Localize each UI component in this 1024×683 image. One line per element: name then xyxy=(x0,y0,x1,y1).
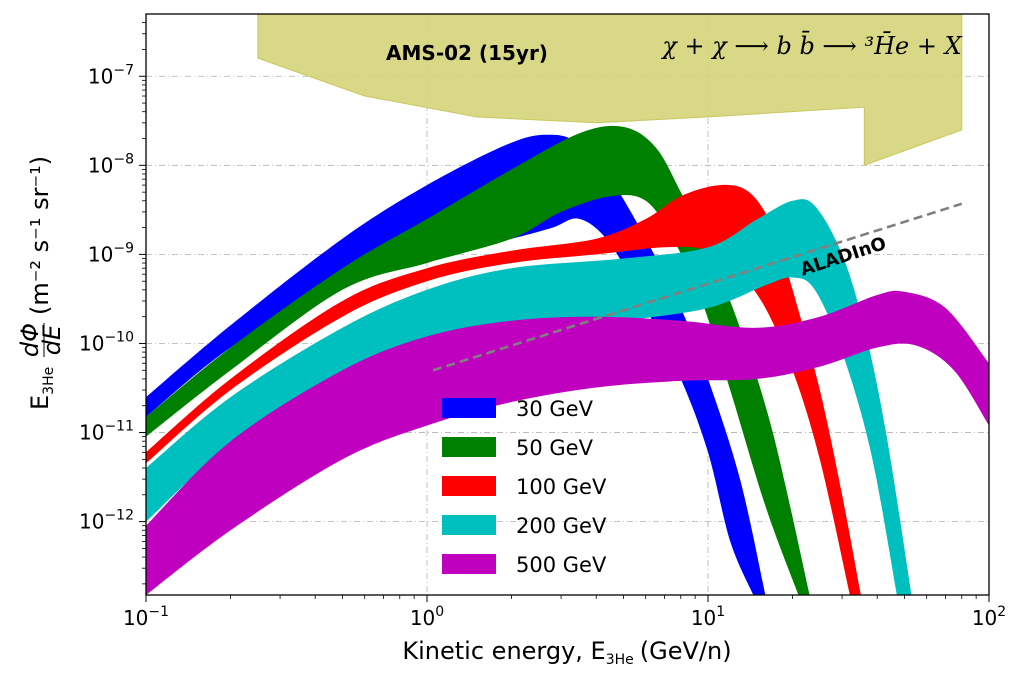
x-tick-label: 101 xyxy=(691,604,725,630)
y-tick-label: 10−8 xyxy=(88,151,134,177)
legend-swatch xyxy=(442,554,496,574)
x-tick-label: 100 xyxy=(410,604,444,630)
legend-swatch xyxy=(442,398,496,418)
plot-frame xyxy=(145,13,990,596)
axis-ticks: 10−1 100 101 102 10−12 10−11 10−10 10−9 10−8 10−7 xyxy=(79,22,1006,630)
y-tick-label: 10−9 xyxy=(88,240,134,266)
y-axis-label-unit: (m⁻² s⁻¹ sr⁻¹) xyxy=(26,156,54,315)
ams-label: AMS-02 (15yr) xyxy=(386,41,548,65)
y-axis-label-frac-den: dE xyxy=(38,324,66,355)
x-axis-label-main: Kinetic energy, E xyxy=(402,637,605,665)
x-axis-label: Kinetic energy, E3He (GeV/n) xyxy=(402,637,731,668)
legend-swatch xyxy=(442,515,496,535)
x-tick-label: 10−1 xyxy=(123,604,169,630)
legend: 30 GeV 50 GeV 100 GeV 200 GeV 500 GeV xyxy=(442,397,607,577)
y-tick-label: 10−7 xyxy=(88,62,134,88)
sensitivity-regions xyxy=(257,14,963,167)
legend-label: 100 GeV xyxy=(516,475,607,499)
band-500-gev xyxy=(146,290,989,595)
x-axis-label-sub: 3He xyxy=(606,652,634,668)
y-tick-label: 10−10 xyxy=(79,329,134,355)
legend-swatch xyxy=(442,476,496,496)
svg-text:E3He: E3He xyxy=(26,367,57,410)
legend-label: 200 GeV xyxy=(516,514,607,538)
sensitivity-lines xyxy=(432,202,963,372)
aladino-sensitivity-line xyxy=(432,202,963,372)
process-equation: χ + χ ⟶ b b̄ ⟶ ³H̄e + X xyxy=(660,31,962,60)
legend-swatch xyxy=(442,437,496,457)
y-tick-label: 10−12 xyxy=(79,508,134,534)
x-tick-label: 102 xyxy=(972,604,1006,630)
y-axis-label-sub: 3He xyxy=(41,367,57,395)
band-200-gev xyxy=(146,199,912,595)
series-bands xyxy=(146,125,989,595)
legend-label: 30 GeV xyxy=(516,397,594,421)
legend-label: 50 GeV xyxy=(516,436,594,460)
legend-label: 500 GeV xyxy=(516,553,607,577)
y-tick-label: 10−11 xyxy=(79,419,134,445)
y-axis-label: E3He dΦ dE (m⁻² s⁻¹ sr⁻¹) xyxy=(16,156,66,410)
x-axis-label-unit: (GeV/n) xyxy=(640,637,732,665)
ams-sensitivity-region xyxy=(257,14,963,167)
y-axis-label-prefix: E xyxy=(26,395,54,410)
band-50-gev xyxy=(146,125,810,595)
y-axis-label-frac-num: dΦ xyxy=(16,323,44,357)
